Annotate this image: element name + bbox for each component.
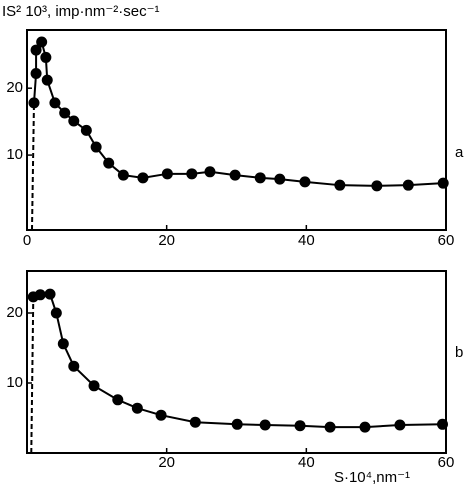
data-point bbox=[299, 176, 311, 188]
data-point bbox=[49, 97, 61, 109]
data-point bbox=[189, 416, 201, 428]
panel-label: b bbox=[455, 344, 463, 361]
data-point bbox=[30, 44, 42, 56]
data-point bbox=[90, 141, 102, 153]
data-point bbox=[204, 166, 216, 178]
y-tick-label: 20 bbox=[6, 79, 23, 96]
x-axis-label: S·10⁴,nm⁻¹ bbox=[334, 469, 410, 486]
x-tick-label: 60 bbox=[438, 232, 455, 249]
data-point bbox=[294, 420, 306, 432]
data-point bbox=[371, 180, 383, 192]
data-line bbox=[32, 293, 443, 429]
panel-label: a bbox=[455, 144, 464, 161]
data-point bbox=[186, 168, 198, 180]
data-point bbox=[88, 380, 100, 392]
plot-frame bbox=[26, 29, 447, 231]
data-point bbox=[50, 307, 62, 319]
data-point bbox=[359, 421, 371, 433]
x-tick-label: 0 bbox=[23, 232, 31, 249]
data-point bbox=[68, 115, 80, 127]
y-tick-label: 10 bbox=[6, 374, 23, 391]
data-point bbox=[68, 360, 80, 372]
data-point bbox=[40, 51, 52, 63]
data-point bbox=[57, 338, 69, 350]
data-point bbox=[103, 157, 115, 169]
data-point bbox=[59, 107, 71, 119]
data-point bbox=[437, 418, 449, 430]
x-tick-label: 40 bbox=[298, 232, 315, 249]
data-point bbox=[131, 402, 143, 414]
data-point bbox=[402, 179, 414, 191]
data-point bbox=[161, 168, 173, 180]
x-tick-label: 60 bbox=[438, 454, 455, 471]
data-point bbox=[117, 169, 129, 181]
data-point bbox=[30, 67, 42, 79]
plot-frame bbox=[26, 270, 447, 454]
data-point bbox=[334, 179, 346, 191]
data-point bbox=[80, 124, 92, 136]
y-axis-label: IS² 10³, imp·nm⁻²·sec⁻¹ bbox=[2, 3, 160, 20]
data-point bbox=[137, 172, 149, 184]
data-point bbox=[274, 173, 286, 185]
data-point bbox=[41, 74, 53, 86]
data-point bbox=[231, 418, 243, 430]
dashed-lead bbox=[30, 102, 35, 231]
x-tick-label: 20 bbox=[158, 232, 175, 249]
data-point bbox=[324, 421, 336, 433]
data-point bbox=[112, 394, 124, 406]
data-point bbox=[155, 409, 167, 421]
data-point bbox=[259, 419, 271, 431]
data-point bbox=[28, 97, 40, 109]
data-point bbox=[229, 169, 241, 181]
data-point bbox=[394, 419, 406, 431]
data-point bbox=[44, 288, 56, 300]
y-tick-label: 10 bbox=[6, 146, 23, 163]
data-point bbox=[437, 177, 449, 189]
data-line bbox=[32, 39, 444, 187]
x-tick-label: 20 bbox=[158, 454, 175, 471]
x-tick-label: 40 bbox=[298, 454, 315, 471]
data-point bbox=[34, 289, 46, 301]
data-point bbox=[36, 36, 48, 48]
data-point bbox=[254, 172, 266, 184]
y-tick-label: 20 bbox=[6, 304, 23, 321]
dashed-lead bbox=[30, 296, 35, 454]
